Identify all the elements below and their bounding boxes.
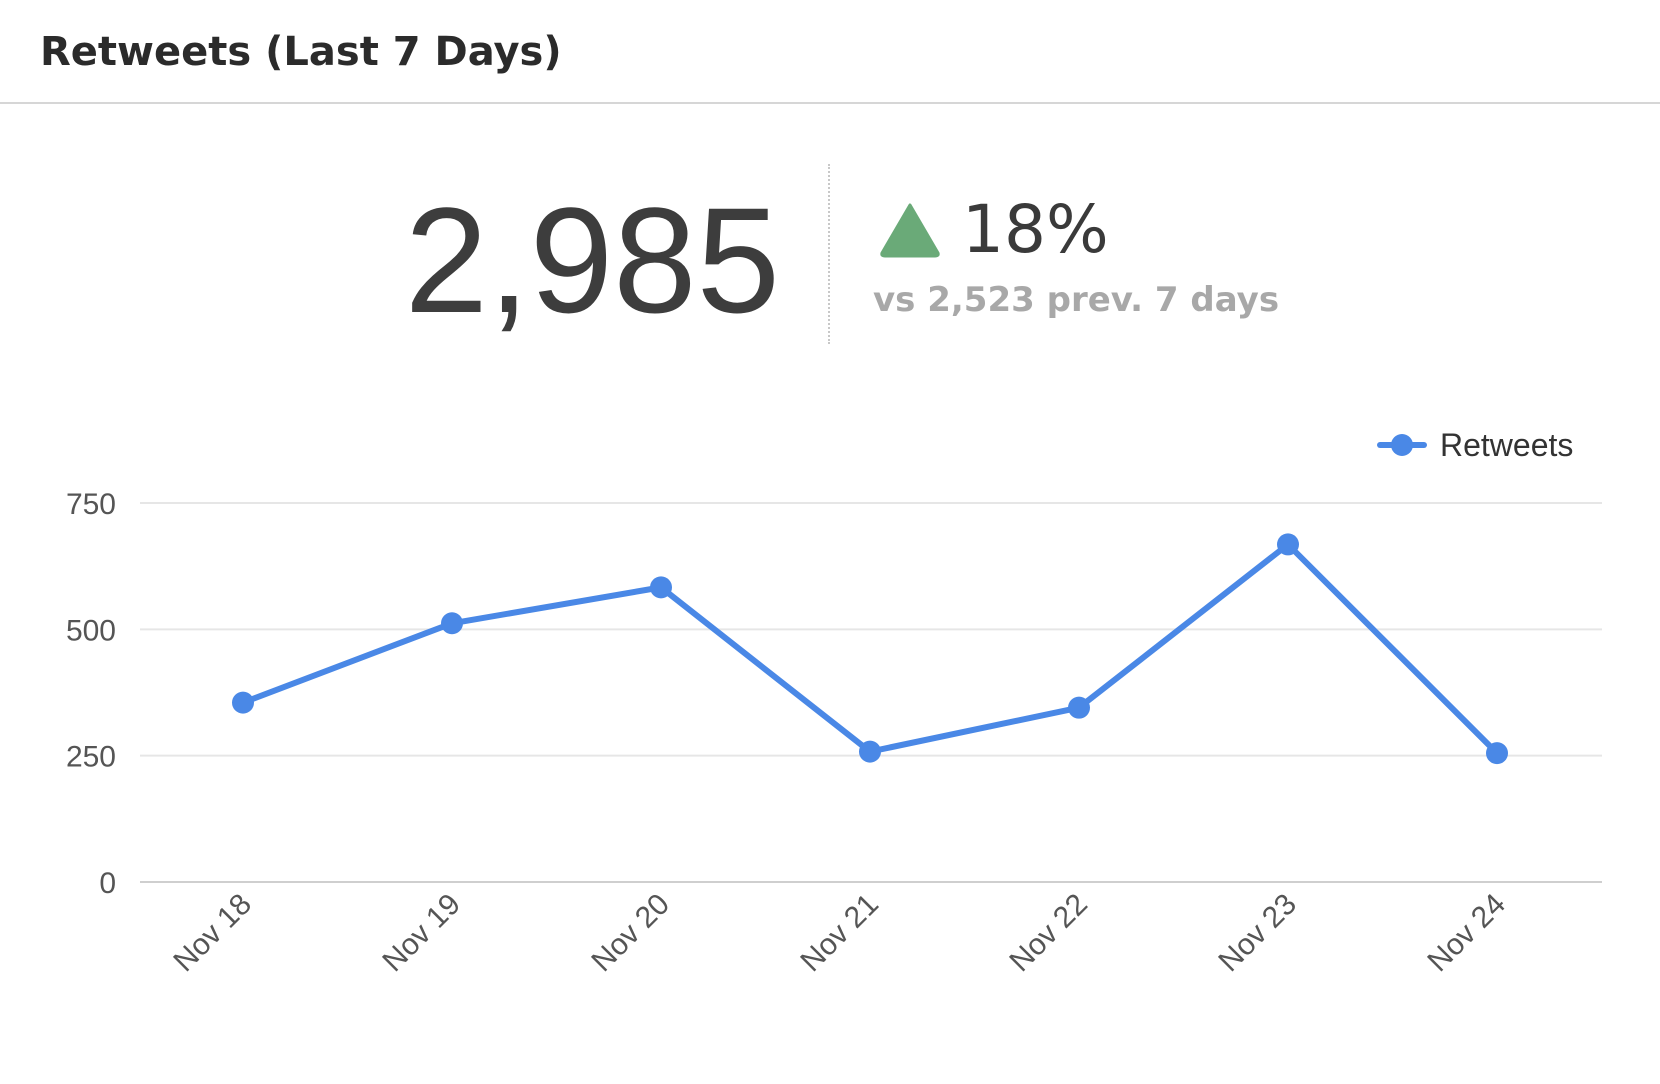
- widget-header: Retweets (Last 7 Days): [0, 0, 1660, 104]
- x-tick-label: Nov 18: [167, 888, 258, 979]
- x-tick-label: Nov 22: [1003, 888, 1094, 979]
- series-retweets: [232, 533, 1508, 765]
- y-tick-label: 500: [66, 614, 116, 647]
- x-tick-label: Nov 23: [1212, 888, 1303, 979]
- triangle-up-icon: [880, 203, 940, 258]
- gridlines: [140, 502, 1602, 883]
- legend-marker: [1391, 434, 1413, 456]
- y-tick-label: 750: [66, 488, 116, 521]
- data-point[interactable]: [1486, 742, 1508, 765]
- data-point[interactable]: [1277, 533, 1299, 556]
- kpi-change: 18%: [878, 190, 1109, 270]
- data-point[interactable]: [650, 576, 672, 599]
- series-line: [240, 541, 1500, 757]
- x-tick-label: Nov 21: [794, 888, 885, 979]
- x-axis-labels: Nov 18 Nov 19 Nov 20 Nov 21 Nov 22 Nov 23 Nov …: [167, 888, 1512, 979]
- widget-title: Retweets (Last 7 Days): [40, 29, 562, 75]
- kpi-summary: 2,985 18% vs 2,523 prev. 7 days: [0, 150, 1660, 350]
- y-axis-labels: 0 250 500 750: [66, 488, 116, 900]
- data-point[interactable]: [859, 740, 881, 763]
- line-chart: 0 250 500 750 Nov 18 Nov 19 Nov 20 Nov 21 Nov 2…: [0, 400, 1660, 1080]
- data-point[interactable]: [1068, 696, 1090, 719]
- legend-item-retweets[interactable]: Retweets: [1440, 427, 1573, 463]
- y-tick-label: 250: [66, 741, 116, 774]
- legend: Retweets: [1377, 427, 1573, 463]
- x-tick-label: Nov 20: [585, 888, 676, 979]
- line-chart-svg: 0 250 500 750 Nov 18 Nov 19 Nov 20 Nov 21 Nov 2…: [66, 427, 1602, 979]
- x-tick-label: Nov 19: [376, 888, 467, 979]
- kpi-value: 2,985: [404, 176, 780, 344]
- y-tick-label: 0: [99, 867, 116, 900]
- data-point[interactable]: [441, 612, 463, 635]
- kpi-divider: [828, 164, 830, 344]
- kpi-comparison: vs 2,523 prev. 7 days: [873, 280, 1280, 320]
- x-tick-label: Nov 24: [1421, 888, 1512, 979]
- data-point[interactable]: [232, 691, 254, 714]
- kpi-change-percent: 18%: [962, 191, 1109, 268]
